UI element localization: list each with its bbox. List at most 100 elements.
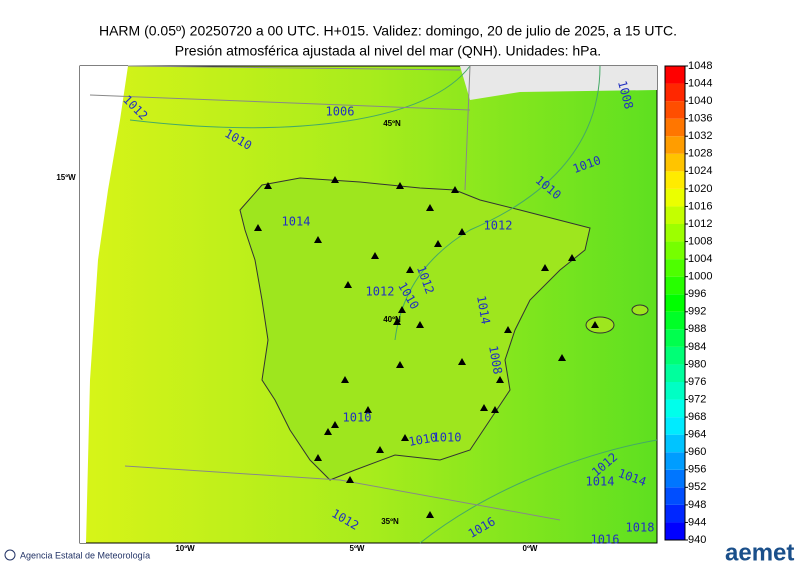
colorbar-segment	[665, 382, 685, 400]
station	[254, 224, 262, 231]
colorbar-label: 1020	[688, 183, 712, 195]
station	[458, 228, 466, 235]
graticule-label: 0ºW	[523, 544, 538, 553]
map	[79, 65, 658, 544]
agency: Agencia Estatal de Meteorología	[20, 550, 150, 560]
station	[398, 306, 406, 313]
graticule-label: 5ºW	[350, 544, 365, 553]
colorbar-label: 984	[688, 341, 706, 353]
station	[426, 204, 434, 211]
colorbar-label: 980	[688, 358, 706, 370]
colorbar-label: 956	[688, 464, 706, 476]
isobar	[129, 65, 471, 129]
colorbar-label: 944	[688, 516, 706, 528]
graticule-label: 15ºW	[56, 173, 76, 182]
station	[314, 454, 322, 461]
colorbar-segment	[665, 224, 685, 242]
station	[324, 428, 332, 435]
station	[434, 240, 442, 247]
contour-label: 1014	[586, 475, 615, 489]
colorbar-segment	[665, 469, 685, 488]
colorbar-label: 968	[688, 411, 706, 423]
station	[568, 254, 576, 261]
colorbar-label: 1048	[688, 60, 712, 72]
contour-label: 1014	[474, 294, 493, 325]
contour-label: 1010	[433, 431, 462, 445]
colorbar-label: 988	[688, 323, 706, 335]
station	[426, 511, 434, 518]
colorbar-segment	[665, 346, 685, 365]
border	[89, 65, 561, 521]
isobar	[419, 439, 658, 544]
copyright-icon	[4, 549, 16, 561]
contour-label: 1006	[326, 105, 355, 119]
station	[371, 252, 379, 259]
colorbar-segment	[665, 118, 685, 137]
colorbar-label: 972	[688, 393, 706, 405]
graticule-label: 35ºN	[381, 517, 399, 526]
colorbar-label: 1028	[688, 148, 712, 160]
isobar	[394, 65, 601, 341]
colorbar-segment	[665, 487, 685, 505]
colorbar-label: 948	[688, 499, 706, 511]
title: HARM (0.05º) 20250720 a 00 UTC. H+015. V…	[99, 23, 677, 39]
colorbar-frame	[664, 65, 686, 541]
station	[376, 446, 384, 453]
contour-label: 1010	[407, 430, 438, 449]
colorbar-segment	[665, 522, 685, 540]
colorbar-segment	[665, 417, 685, 435]
off-domain	[80, 66, 128, 543]
colorbar-segment	[665, 101, 685, 119]
station	[401, 434, 409, 441]
island	[585, 316, 615, 334]
off-domain	[460, 66, 657, 100]
colorbar-segment	[665, 294, 685, 312]
colorbar-label: 1024	[688, 165, 712, 177]
station	[393, 318, 401, 325]
station	[406, 266, 414, 273]
colorbar-segment	[665, 136, 685, 154]
colorbar-label: 952	[688, 481, 706, 493]
colorbar-segment	[665, 276, 685, 295]
station	[558, 354, 566, 361]
contour-label: 1012	[484, 219, 513, 233]
logo: Agencia Estatal de Meteorología aemet	[4, 539, 794, 566]
station	[341, 376, 349, 383]
station	[451, 186, 459, 193]
station	[331, 176, 339, 183]
station	[364, 406, 372, 413]
station	[591, 321, 599, 328]
colorbar-label: 964	[688, 429, 706, 441]
colorbar-segment	[665, 171, 685, 189]
contour-label: 1010	[343, 411, 372, 425]
contour-label: 1014	[282, 215, 311, 229]
colorbar-label: 996	[688, 288, 706, 300]
station	[396, 182, 404, 189]
colorbar-segment	[665, 364, 685, 382]
graticule-label: 45ºN	[383, 119, 401, 128]
station	[396, 361, 404, 368]
colorbar-segment	[665, 504, 685, 523]
colorbar-segment	[665, 452, 685, 470]
colorbar-segment	[665, 329, 685, 347]
contour-label: 1016	[591, 533, 620, 547]
colorbar-segment	[665, 206, 685, 224]
iberia	[239, 177, 591, 481]
station	[480, 404, 488, 411]
station	[416, 321, 424, 328]
colorbar-label: 992	[688, 306, 706, 318]
colorbar-label: 976	[688, 376, 706, 388]
colorbar-label: 960	[688, 446, 706, 458]
colorbar-segment	[665, 399, 685, 418]
colorbar-segment	[665, 83, 685, 102]
graticule-label: 40ºN	[383, 315, 401, 324]
station	[491, 406, 499, 413]
colorbar-segment	[665, 241, 685, 260]
colorbar-segment	[665, 153, 685, 172]
graticule-label: 10ºW	[175, 544, 195, 553]
colorbar-label: 1008	[688, 235, 712, 247]
colorbar-label: 1040	[688, 95, 712, 107]
station	[504, 326, 512, 333]
station	[458, 358, 466, 365]
